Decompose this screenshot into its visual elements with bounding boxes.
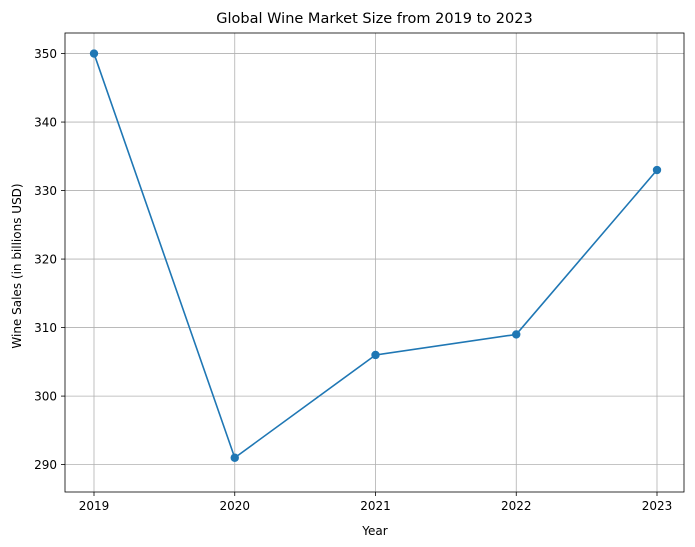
x-tick-label: 2020 bbox=[219, 499, 250, 513]
data-point-marker bbox=[371, 350, 380, 360]
x-tick-label: 2022 bbox=[501, 499, 532, 513]
y-tick-label: 290 bbox=[34, 458, 57, 472]
data-point-marker bbox=[512, 330, 521, 339]
x-tick-label: 2021 bbox=[360, 499, 391, 513]
x-axis-ticks: 2019 2020 2021 2022 2023 bbox=[79, 492, 673, 513]
y-tick-label: 320 bbox=[34, 253, 57, 267]
y-tick-label: 330 bbox=[34, 184, 57, 198]
x-tick-label: 2023 bbox=[642, 499, 673, 513]
y-tick-label: 310 bbox=[34, 321, 57, 335]
y-tick-label: 300 bbox=[34, 390, 57, 404]
y-axis-label: Wine Sales (in billions USD) bbox=[10, 183, 24, 348]
x-tick-label: 2019 bbox=[79, 499, 110, 513]
y-tick-label: 350 bbox=[34, 47, 57, 61]
series-layer bbox=[89, 49, 662, 462]
grid-lines bbox=[65, 33, 684, 492]
data-point-marker bbox=[230, 453, 239, 462]
data-point-marker bbox=[652, 165, 662, 175]
plot-frame bbox=[64, 32, 685, 493]
data-point-marker bbox=[89, 49, 99, 58]
y-axis-ticks: 290 300 310 320 330 340 350 bbox=[34, 47, 65, 472]
y-tick-label: 340 bbox=[34, 116, 57, 130]
chart-title: Global Wine Market Size from 2019 to 202… bbox=[216, 11, 532, 27]
x-axis-label: Year bbox=[361, 524, 387, 538]
